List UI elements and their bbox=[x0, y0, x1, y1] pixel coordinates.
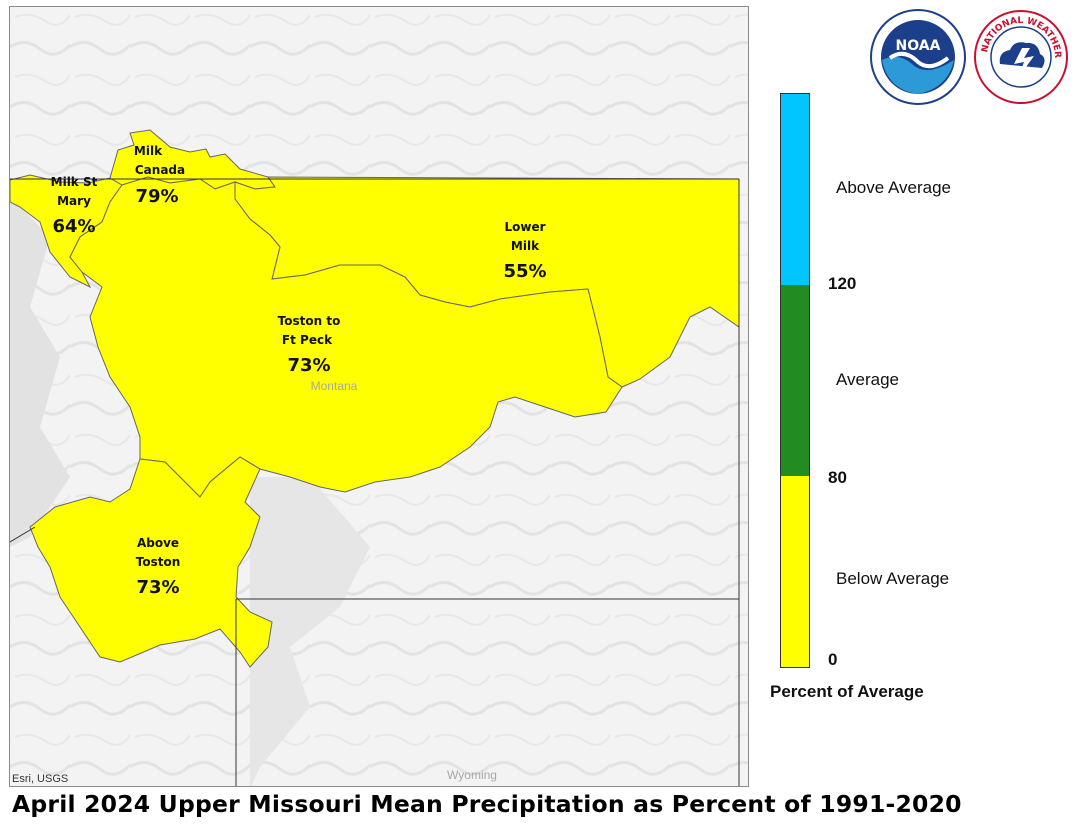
legend-tick-120: 120 bbox=[828, 274, 857, 293]
map-attribution: Esri, USGS bbox=[12, 773, 69, 785]
basin-label-above-toston-line2: Toston bbox=[136, 555, 181, 569]
basins bbox=[10, 129, 740, 668]
basin-label-milk-st-mary-line2: Mary bbox=[57, 194, 91, 208]
legend-tick-0: 0 bbox=[828, 650, 838, 669]
basin-label-lower-milk-line1: Lower bbox=[504, 220, 545, 234]
basin-label-lower-milk-line2: Milk bbox=[511, 239, 540, 253]
mountain-shading-south bbox=[250, 477, 370, 786]
basin-label-above-toston-line1: Above bbox=[137, 536, 179, 550]
nws-logo: NATIONAL WEATHER SERVICE bbox=[972, 8, 1068, 104]
basin-above-toston[interactable] bbox=[29, 456, 273, 668]
basin-label-milk-canada-line2: Canada bbox=[135, 163, 185, 177]
basin-percent-milk-st-mary: 64% bbox=[52, 216, 95, 237]
basin-labels: Milk St Mary 64% Milk Canada 79% Lower M… bbox=[51, 144, 547, 598]
mountain-shading bbox=[10, 197, 70, 547]
basin-label-milk-canada-line1: Milk bbox=[134, 144, 163, 158]
legend-swatch-below-average bbox=[781, 476, 809, 667]
basin-label-toston-to-ft-peck-line2: Ft Peck bbox=[282, 333, 333, 347]
basin-toston-to-ft-peck[interactable] bbox=[69, 176, 623, 498]
map-canvas[interactable]: Milk St Mary 64% Milk Canada 79% Lower M… bbox=[10, 7, 749, 787]
idaho-montana-border bbox=[10, 526, 36, 543]
basin-percent-milk-canada: 79% bbox=[135, 186, 178, 207]
basin-percent-above-toston: 73% bbox=[136, 577, 179, 598]
legend-swatch-average bbox=[781, 285, 809, 477]
basin-percent-lower-milk: 55% bbox=[503, 261, 546, 282]
legend-swatch-above-average bbox=[781, 94, 809, 286]
place-label-montana: Montana bbox=[311, 379, 358, 393]
legend-color-bar bbox=[780, 93, 810, 668]
legend-title: Percent of Average bbox=[770, 682, 924, 701]
basin-label-milk-st-mary-line1: Milk St bbox=[51, 175, 98, 189]
map-title: April 2024 Upper Missouri Mean Precipita… bbox=[12, 790, 962, 818]
noaa-logo: NOAA bbox=[870, 9, 966, 105]
legend-label-above-average: Above Average bbox=[836, 178, 951, 197]
legend-label-below-average: Below Average bbox=[836, 569, 950, 588]
map-frame[interactable]: Milk St Mary 64% Milk Canada 79% Lower M… bbox=[9, 6, 749, 787]
noaa-logo-text: NOAA bbox=[896, 38, 941, 54]
legend-label-average: Average bbox=[836, 370, 900, 389]
basin-percent-toston-to-ft-peck: 73% bbox=[287, 355, 330, 376]
place-label-wyoming: Wyoming bbox=[447, 768, 497, 782]
basin-label-toston-to-ft-peck-line1: Toston to bbox=[278, 314, 341, 328]
legend-tick-80: 80 bbox=[828, 468, 847, 487]
state-borders bbox=[10, 178, 740, 786]
